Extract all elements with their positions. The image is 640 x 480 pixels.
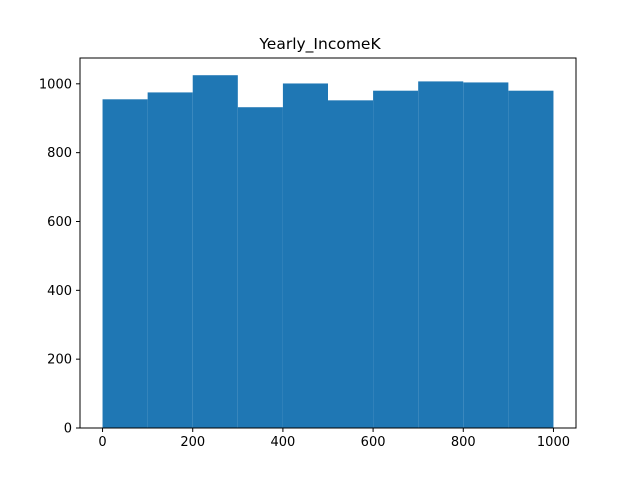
x-axis-ticks: 0 200 400 600 800 1000 (98, 428, 570, 450)
chart-title: Yearly_IncomeK (258, 35, 381, 54)
histogram-bar (282, 83, 328, 429)
x-tick-label: 1000 (537, 435, 570, 450)
histogram-bar (463, 82, 509, 429)
y-tick-label: 0 (64, 422, 72, 437)
plot-frame (79, 57, 577, 429)
histogram-bar (328, 100, 374, 428)
histogram-bar (508, 90, 554, 428)
histogram-bar (373, 90, 419, 428)
x-tick-label: 0 (98, 435, 106, 450)
y-axis-ticks: 0 200 400 600 800 1000 (39, 77, 80, 437)
x-tick-label: 600 (361, 435, 386, 450)
histogram-bar (418, 81, 464, 428)
histogram-bar (102, 99, 148, 429)
x-tick-label: 400 (270, 435, 295, 450)
y-tick-label: 400 (47, 284, 72, 299)
x-tick-label: 200 (180, 435, 205, 450)
y-tick-label: 600 (47, 215, 72, 230)
bars-group (102, 75, 554, 429)
histogram-bar (237, 107, 283, 429)
x-tick-label: 800 (451, 435, 476, 450)
y-tick-label: 800 (47, 146, 72, 161)
y-tick-label: 1000 (39, 77, 72, 92)
histogram-bar (147, 92, 193, 428)
histogram-bar (192, 75, 238, 429)
y-tick-label: 200 (47, 353, 72, 368)
